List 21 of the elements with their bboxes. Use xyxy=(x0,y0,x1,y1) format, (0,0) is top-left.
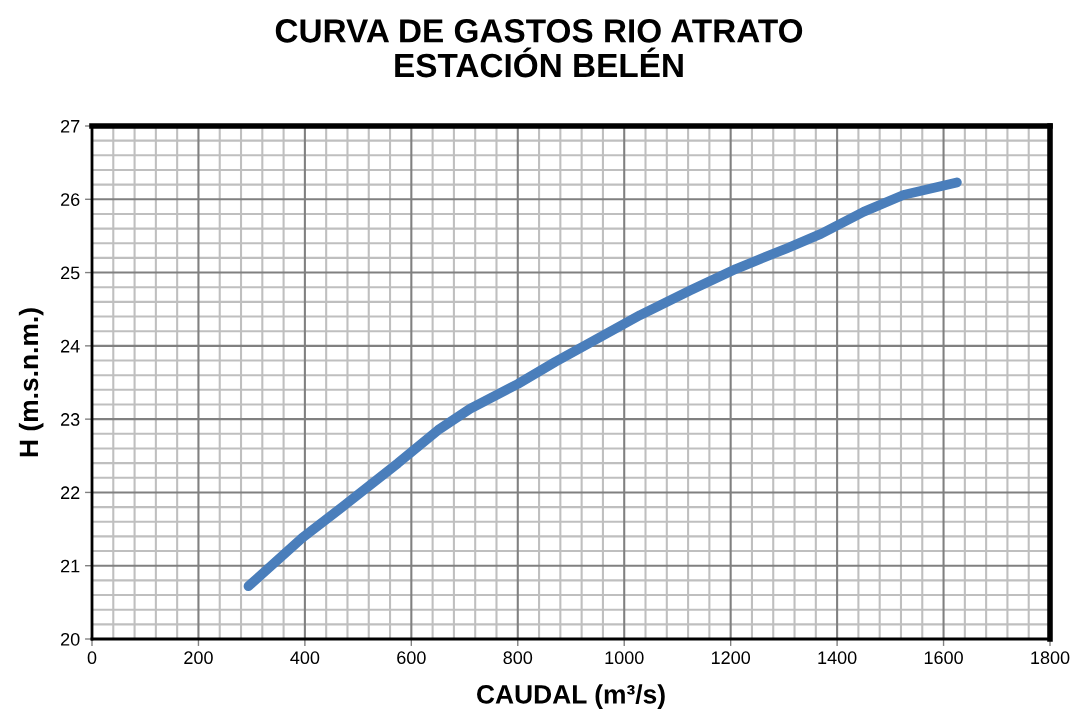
y-tick-label: 22 xyxy=(61,486,80,499)
x-tick-label: 1400 xyxy=(818,651,857,665)
chart-title: CURVA DE GASTOS RIO ATRATO ESTACIÓN BELÉN xyxy=(275,19,803,78)
x-tick-label: 400 xyxy=(290,651,320,665)
x-tick-label: 600 xyxy=(397,651,426,665)
y-tick-label: 21 xyxy=(61,559,80,573)
x-tick-label: 0 xyxy=(87,651,97,665)
x-tick-label: 1800 xyxy=(1031,651,1070,665)
x-tick-label: 1000 xyxy=(605,651,644,665)
y-tick-label: 23 xyxy=(61,413,80,426)
x-tick-label: 800 xyxy=(503,651,533,665)
y-axis-title: H (m.s.n.m.) xyxy=(18,308,44,457)
y-tick-label: 20 xyxy=(61,632,80,646)
y-tick-label: 26 xyxy=(61,193,80,207)
x-axis-title: CAUDAL (m³/s) xyxy=(477,684,665,709)
x-tick-label: 1600 xyxy=(924,651,963,665)
y-tick-label: 25 xyxy=(61,266,80,280)
x-tick-label: 200 xyxy=(184,651,213,665)
y-tick-label: 24 xyxy=(61,339,80,353)
y-tick-label: 27 xyxy=(61,119,80,133)
x-tick-label: 1200 xyxy=(711,651,751,665)
